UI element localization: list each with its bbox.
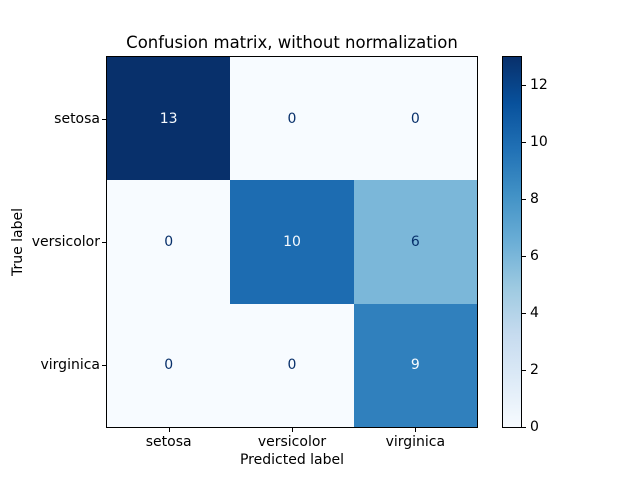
- colorbar-tick-label: 8: [530, 191, 539, 208]
- cell-value: 6: [410, 233, 420, 250]
- colorbar-tick-label: 12: [530, 77, 548, 94]
- x-tick-mark: [168, 428, 170, 432]
- colorbar-tick-label: 6: [530, 248, 539, 265]
- x-axis-label: Predicted label: [239, 452, 345, 468]
- colorbar-tick-label: 2: [530, 362, 539, 379]
- cell-value: 10: [283, 233, 301, 250]
- heatmap-cell: 10: [230, 180, 354, 304]
- cell-value: 0: [287, 357, 297, 374]
- y-tick-mark: [102, 242, 106, 243]
- x-tick-label: setosa: [145, 434, 192, 450]
- heatmap-cell: 9: [353, 303, 477, 427]
- colorbar-tick-mark: [522, 427, 526, 428]
- heatmap-cell: 0: [230, 57, 354, 181]
- heatmap-cell: 0: [107, 180, 231, 304]
- cell-value: 9: [410, 357, 420, 374]
- x-tick-label: versicolor: [257, 434, 327, 450]
- cell-value: 0: [287, 110, 297, 127]
- cell-value: 0: [164, 233, 174, 250]
- colorbar-tick-label: 0: [530, 419, 539, 435]
- y-axis-label: True label: [10, 207, 26, 277]
- colorbar: [502, 56, 522, 428]
- x-tick-mark: [292, 428, 293, 432]
- heatmap-cell: 0: [230, 303, 354, 427]
- cell-value: 0: [164, 357, 174, 374]
- heatmap-cells: 13 0 0 0 10 6 0 0 9: [107, 57, 477, 427]
- colorbar-tick-mark: [522, 370, 526, 372]
- chart-title: Confusion matrix, without normalization: [126, 33, 458, 52]
- colorbar-tick-mark: [522, 256, 526, 258]
- y-tick-mark: [102, 365, 106, 367]
- y-tick-mark: [102, 118, 106, 120]
- colorbar-tick-mark: [522, 313, 526, 315]
- y-tick-label: virginica: [40, 357, 101, 374]
- heatmap-cell: 0: [107, 303, 231, 427]
- heatmap-cell: 0: [353, 57, 477, 181]
- colorbar-tick-mark: [522, 199, 526, 201]
- y-tick-label: setosa: [54, 110, 100, 127]
- cell-value: 13: [159, 110, 178, 127]
- colorbar-tick-mark: [522, 142, 526, 144]
- colorbar-tick-label: 10: [530, 134, 548, 151]
- x-tick-label: virginica: [385, 434, 446, 450]
- heatmap-plot-area: 13 0 0 0 10 6 0 0 9: [106, 56, 478, 428]
- cell-value: 0: [410, 110, 420, 127]
- heatmap-cell: 6: [353, 180, 477, 304]
- colorbar-tick-mark: [522, 85, 526, 87]
- y-tick-label: versicolor: [31, 234, 100, 250]
- heatmap-cell: 13: [107, 57, 231, 181]
- colorbar-tick-label: 4: [530, 305, 539, 322]
- x-tick-mark: [415, 428, 417, 432]
